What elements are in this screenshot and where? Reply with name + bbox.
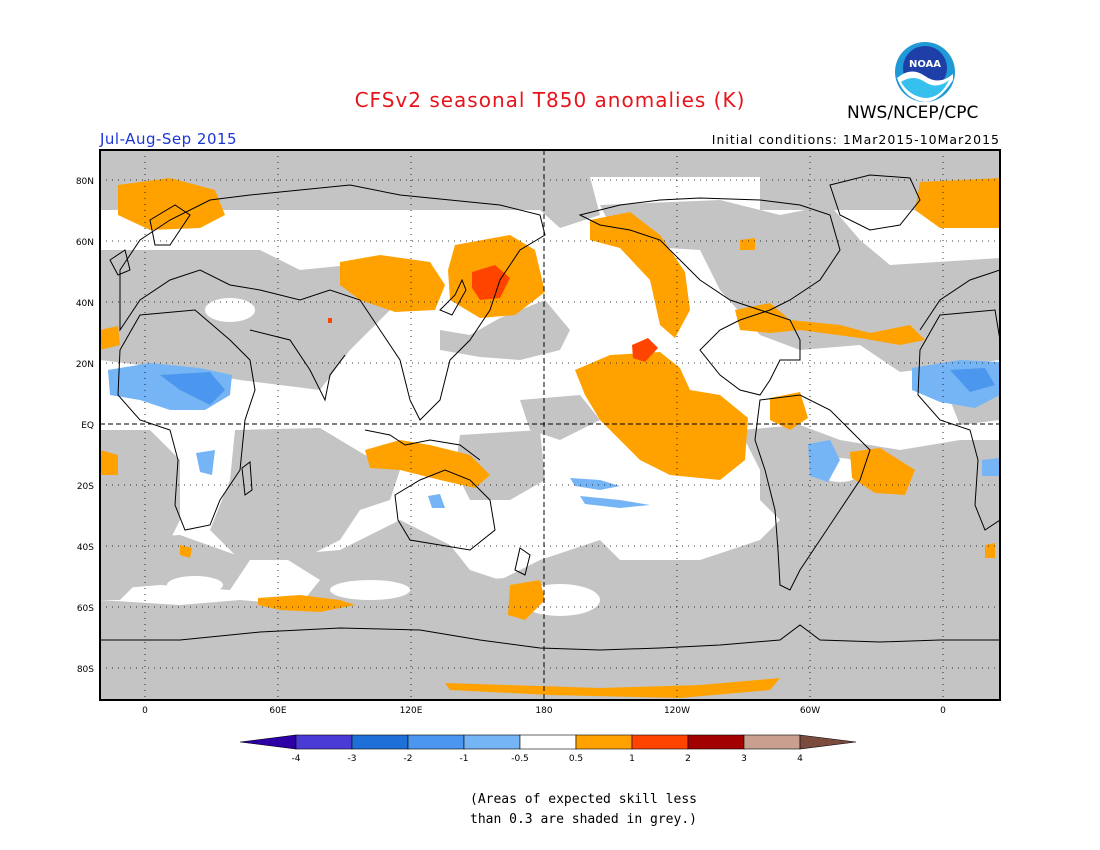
lon-label: 180 <box>535 706 552 716</box>
lat-label: 40N <box>76 299 94 309</box>
cool-anomaly-1-2 <box>160 368 995 405</box>
organization-label: NWS/NCEP/CPC <box>847 103 979 123</box>
colorbar-label: -1 <box>460 754 469 764</box>
colorbar-cell <box>575 734 633 750</box>
lon-label: 60W <box>800 706 820 716</box>
colorbar-cell <box>687 734 745 750</box>
colorbar-cell <box>631 734 689 750</box>
lat-label: 20S <box>77 482 94 492</box>
lon-label: 60E <box>269 706 286 716</box>
colorbar-cell <box>351 734 409 750</box>
colorbar-cell <box>295 734 353 750</box>
footnote-line-2: than 0.3 are shaded in grey.) <box>470 812 697 827</box>
colorbar-label: -2 <box>404 754 413 764</box>
lat-label: 20N <box>76 360 94 370</box>
lon-label: 0 <box>142 706 148 716</box>
colorbar-cell <box>463 734 521 750</box>
longitude-labels: 0 60E 120E 180 120W 60W 0 <box>142 706 946 716</box>
coastlines <box>100 174 1000 651</box>
colorbar-label: 2 <box>685 754 691 764</box>
colorbar-cell <box>743 734 801 750</box>
colorbar-label: 1 <box>629 754 635 764</box>
latitude-labels: 80N 60N 40N 20N EQ 20S 40S 60S 80S <box>76 177 94 675</box>
warm-anomaly-1-2 <box>328 265 658 362</box>
lat-label: 40S <box>77 543 94 553</box>
colorbar-arrow-high <box>799 734 857 750</box>
lon-label: 0 <box>940 706 946 716</box>
colorbar-label: 0.5 <box>569 754 583 764</box>
lon-label: 120E <box>400 706 423 716</box>
lat-label: EQ <box>81 421 94 431</box>
noaa-logo: NOAA <box>895 42 955 102</box>
forecast-period: Jul-Aug-Sep 2015 <box>100 130 238 148</box>
colorbar-cell <box>519 734 577 750</box>
colorbar-arrow-low <box>239 734 297 750</box>
white-patches <box>167 298 862 616</box>
lon-label: 120W <box>664 706 690 716</box>
lat-label: 80S <box>77 665 94 675</box>
lat-label: 80N <box>76 177 94 187</box>
lat-label: 60N <box>76 238 94 248</box>
map-frame <box>99 149 1001 701</box>
footnote-line-1: (Areas of expected skill less <box>470 792 697 807</box>
colorbar-label: -0.5 <box>511 754 529 764</box>
initial-conditions: Initial conditions: 1Mar2015-10Mar2015 <box>711 132 1000 147</box>
colorbar-label: -3 <box>348 754 357 764</box>
lat-label: 60S <box>77 604 94 614</box>
noaa-logo-text: NOAA <box>909 59 941 70</box>
colorbar-cell <box>407 734 465 750</box>
colorbar-label: -4 <box>292 754 301 764</box>
skill-footnote: (Areas of expected skill less than 0.3 a… <box>470 790 697 830</box>
graticule <box>100 150 1000 700</box>
equator-dateline <box>100 150 1000 700</box>
colorbar-label: 3 <box>741 754 747 764</box>
map-title: CFSv2 seasonal T850 anomalies (K) <box>354 88 746 112</box>
colorbar-label: 4 <box>797 754 803 764</box>
